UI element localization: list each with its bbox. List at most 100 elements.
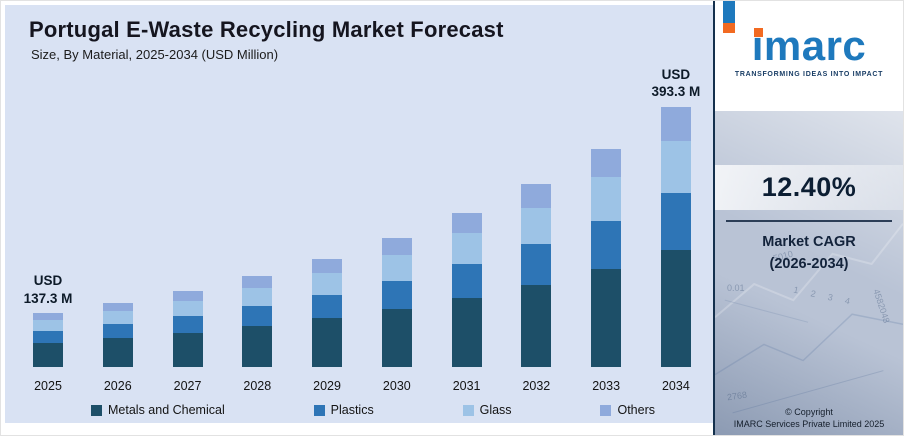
bar-column-2029 (304, 258, 350, 367)
bar-stack (102, 303, 133, 367)
bar-stack (521, 183, 552, 367)
bar-segment-plastics (33, 331, 63, 343)
bar-segment-glass (381, 254, 412, 281)
bar-segment-others (591, 148, 622, 178)
logo-letters: marc (763, 22, 867, 69)
bar-segment-metals-and-chemical (33, 342, 63, 367)
bar-column-2034: USD 393.3 M (652, 67, 700, 367)
bar-segment-plastics (381, 280, 412, 309)
bar-segment-others (102, 303, 133, 312)
bar-segment-glass (660, 140, 691, 193)
cagr-band: 12.40% (715, 165, 903, 210)
x-axis-label: 2030 (382, 379, 411, 393)
bar-stack (660, 107, 691, 367)
texture-text: 4582048 (871, 287, 892, 325)
bar-column-2033 (583, 148, 629, 367)
x-axis-label: 2031 (452, 379, 481, 393)
bar-segment-others (381, 238, 412, 255)
imarc-logo: ımarc (715, 25, 903, 67)
bar-segment-metals-and-chemical (172, 332, 203, 367)
x-axis-label: 2029 (313, 379, 341, 393)
bar-segment-others (660, 107, 691, 141)
chart-title: Portugal E-Waste Recycling Market Foreca… (29, 17, 504, 42)
legend-swatch (91, 404, 102, 416)
divider-line (726, 220, 892, 222)
bar-stack (381, 238, 412, 367)
cagr-label: Market CAGR (762, 234, 856, 250)
bar-segment-plastics (521, 244, 552, 285)
stat-area: 5010 0.01 1 2 3 4 4582048 2768 12.40% Ma… (715, 111, 903, 435)
copyright: © Copyright IMARC Services Private Limit… (715, 406, 903, 430)
bar-segment-plastics (451, 264, 482, 298)
bar-segment-metals-and-chemical (312, 318, 343, 367)
bar-segment-others (312, 258, 343, 273)
legend-label: Plastics (330, 403, 374, 417)
bar-column-2030 (374, 238, 420, 367)
legend-swatch (462, 404, 474, 416)
brand-header: ımarc TRANSFORMING IDEAS INTO IMPACT (715, 1, 903, 111)
bar-stack (591, 148, 622, 367)
copyright-line2: IMARC Services Private Limited 2025 (733, 418, 885, 429)
bar-segment-metals-and-chemical (102, 338, 133, 367)
x-axis-label: 2028 (243, 379, 272, 393)
legend: Metals and Chemical Plastics Glass Others (91, 403, 655, 417)
bar-segment-metals-and-chemical (521, 284, 552, 367)
brand-panel: ımarc TRANSFORMING IDEAS INTO IMPACT 501… (713, 1, 903, 435)
bar-column-2028 (234, 276, 280, 367)
bar-column-2025: USD 137.3 M (24, 273, 72, 367)
bar-segment-glass (521, 207, 552, 245)
bar-segment-metals-and-chemical (451, 297, 482, 367)
bar-stack (451, 213, 482, 367)
x-axis-label: 2026 (103, 379, 132, 393)
bar-segment-glass (172, 300, 203, 316)
bar-segment-glass (33, 320, 63, 332)
bar-stack (172, 290, 203, 367)
bar-segment-plastics (660, 192, 691, 250)
bar-segment-plastics (102, 324, 133, 339)
legend-item-others: Others (600, 403, 655, 417)
bar-stack (312, 258, 343, 367)
texture-text: 1 2 3 4 (792, 284, 856, 308)
bar-segment-plastics (242, 306, 273, 327)
copyright-line1: © Copyright (785, 406, 833, 417)
bar-segment-metals-and-chemical (591, 268, 622, 367)
bar-segment-others (242, 276, 273, 289)
legend-item-plastics: Plastics (313, 403, 374, 417)
bar-stack (242, 276, 273, 367)
brand-tagline: TRANSFORMING IDEAS INTO IMPACT (734, 71, 884, 78)
bar-segment-plastics (172, 315, 203, 333)
logo-letter-i: ı (751, 22, 764, 69)
legend-item-glass: Glass (462, 403, 512, 417)
legend-label: Glass (479, 403, 512, 417)
chart-subtitle: Size, By Material, 2025-2034 (USD Millio… (31, 47, 279, 62)
bar-segment-glass (451, 233, 482, 265)
chart-panel: Portugal E-Waste Recycling Market Foreca… (5, 5, 713, 423)
texture-text: 2768 (726, 389, 748, 403)
bar-segment-others (451, 213, 482, 234)
bar-segment-plastics (312, 294, 343, 319)
legend-label: Metals and Chemical (108, 403, 225, 417)
bar-segment-glass (102, 311, 133, 325)
legend-item-metals-and-chemical: Metals and Chemical (91, 403, 225, 417)
legend-label: Others (617, 403, 655, 417)
bar-column-2032 (513, 183, 559, 367)
bar-segment-glass (312, 272, 343, 295)
x-axis-label: 2032 (522, 379, 551, 393)
bar-segment-others (172, 290, 203, 301)
bar-segment-others (521, 183, 552, 208)
bar-stack (33, 313, 63, 367)
bar-segment-plastics (591, 220, 622, 269)
texture-text: 0.01 (727, 283, 745, 293)
bar-segment-others (33, 313, 63, 321)
bar-segment-metals-and-chemical (381, 308, 412, 367)
legend-swatch (600, 404, 612, 416)
cagr-value: 12.40% (761, 172, 857, 202)
value-annotation: USD 393.3 M (651, 66, 701, 100)
ribbon-orange-block (723, 23, 735, 33)
value-annotation: USD 137.3 M (23, 273, 73, 306)
cagr-range: (2026-2034) (769, 255, 849, 272)
bar-column-2027 (165, 290, 211, 367)
x-axis-label: 2027 (173, 379, 202, 393)
bar-column-2026 (95, 303, 141, 367)
